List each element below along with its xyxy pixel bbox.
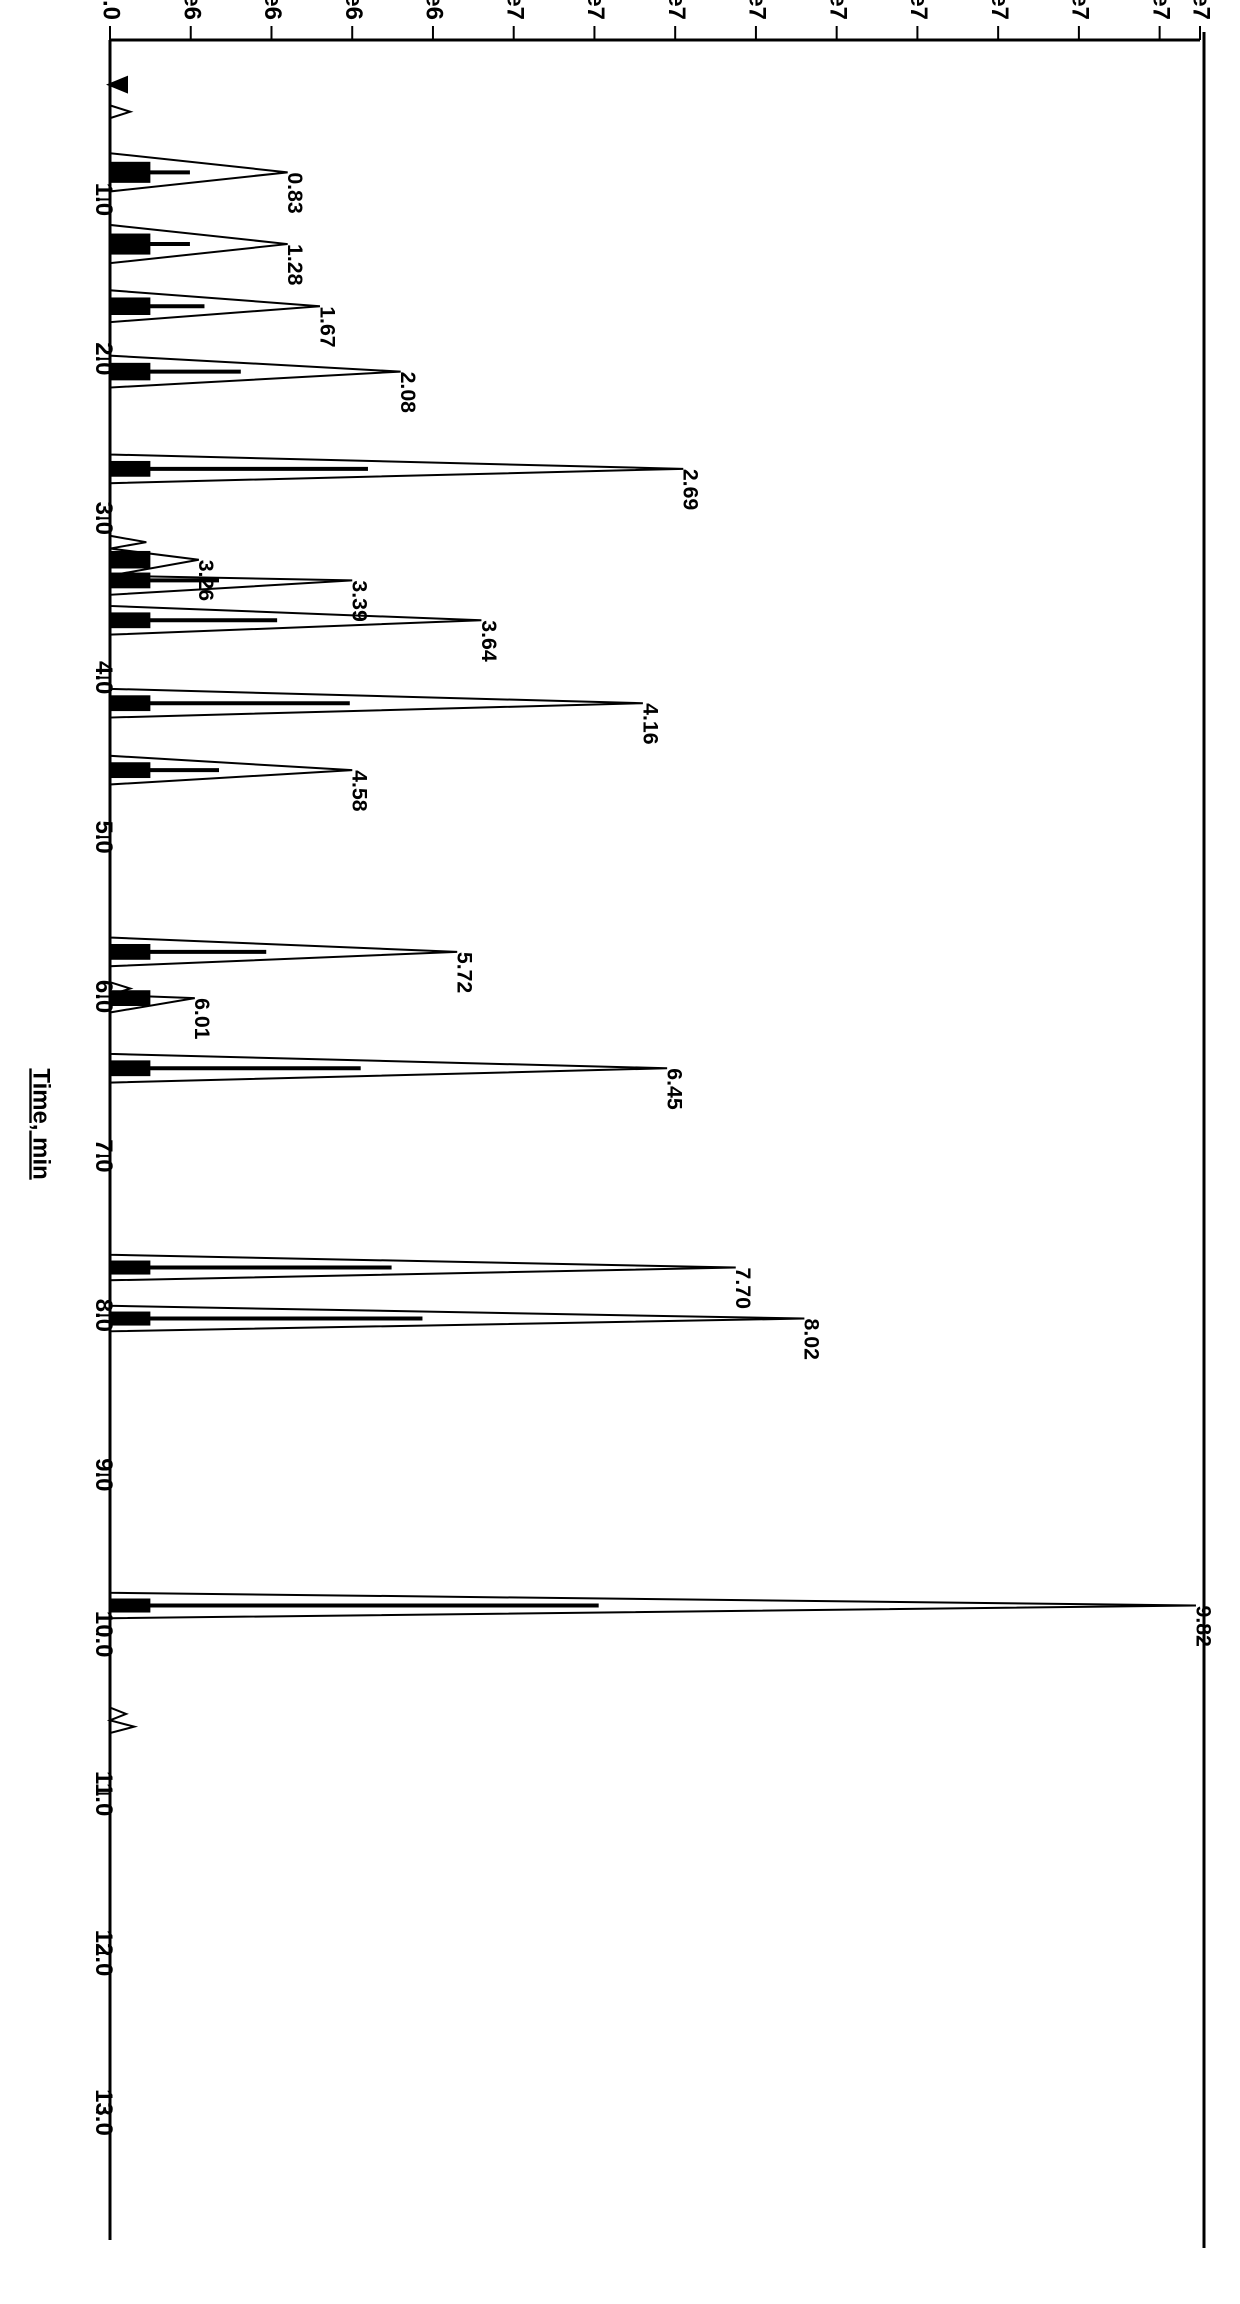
- peak-label: 2.69: [679, 469, 703, 511]
- x-tick-label: 1.0: [90, 183, 117, 216]
- y-tick-label: 8.0e6: [421, 0, 448, 20]
- chromatogram-plot: 0.0 2.0e6 4.0e6 6.0e6 8.0e6 1.0e7 1.2e7 1.4e7 1.…: [0, 0, 1240, 2304]
- x-tick-label: 3.0: [90, 502, 117, 535]
- peak-label: 1.28: [283, 244, 307, 286]
- y-tick-label: 6.0e6: [340, 0, 367, 20]
- x-tick-label: 9.0: [90, 1458, 117, 1491]
- y-tick-label: 1.6e7: [744, 0, 771, 20]
- y-tick-label: 2.4e7: [1067, 0, 1094, 20]
- y-tick-label: 0.0: [98, 0, 125, 20]
- peak-label: 4.58: [348, 770, 372, 812]
- y-tick-label: 2.0e7: [905, 0, 932, 20]
- peak-label: 5.72: [453, 952, 477, 993]
- y-tick-label: 1.2e7: [582, 0, 609, 20]
- peak-label: 3.64: [477, 620, 501, 662]
- peak-label: 1.67: [315, 306, 339, 347]
- x-tick-label: 5.0: [90, 820, 117, 853]
- peak-label: 3.39: [348, 580, 372, 622]
- y-tick-label: 2.2e7: [986, 0, 1013, 20]
- peak-label: 6.01: [190, 998, 214, 1040]
- x-tick-label: 7.0: [90, 1139, 117, 1172]
- peak-label: 0.83: [283, 172, 307, 214]
- peak-label: 4.16: [638, 703, 662, 745]
- peak-label: 3.26: [194, 560, 218, 602]
- y-tick-label: 2.0e6: [178, 0, 205, 20]
- x-tick-label: 13.0: [90, 2089, 117, 2136]
- y-tick-label: 2.7e7: [1188, 0, 1215, 20]
- peak-label: 6.45: [662, 1068, 686, 1110]
- peak-label: 7.70: [731, 1268, 755, 1309]
- y-tick-label: 1.8e7: [824, 0, 851, 20]
- y-tick-label: 2.6e7: [1147, 0, 1174, 20]
- chromatogram-trace: [110, 40, 1196, 2240]
- peak-label: 2.08: [396, 372, 420, 414]
- peak-label: 8.02: [800, 1319, 824, 1360]
- y-tick-label: 4.0e6: [259, 0, 286, 20]
- y-tick-label: 1.0e7: [501, 0, 528, 20]
- y-tick-label: 1.4e7: [663, 0, 690, 20]
- x-axis-title: Time, min: [28, 1068, 55, 1179]
- x-tick-label: 12.0: [90, 1930, 117, 1977]
- peak-label: 9.82: [1191, 1606, 1215, 1647]
- x-tick-label: 11.0: [90, 1771, 117, 1816]
